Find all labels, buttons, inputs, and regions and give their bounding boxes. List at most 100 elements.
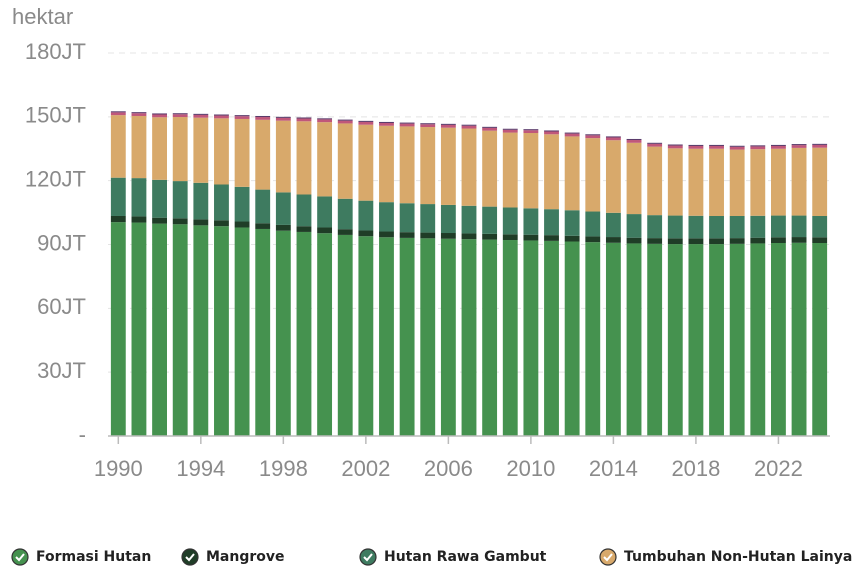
bar-segment xyxy=(585,138,601,212)
bar-segment xyxy=(502,207,518,235)
bar-segment xyxy=(667,244,683,436)
bar-segment xyxy=(379,237,394,436)
bar-segment xyxy=(234,116,250,119)
bar-segment xyxy=(564,235,580,242)
bar-segment xyxy=(193,114,209,118)
legend-swatch xyxy=(11,548,29,566)
bar-segment xyxy=(812,243,828,436)
legend-label: Tumbuhan Non-Hutan Lainya xyxy=(624,549,852,565)
bar-segment xyxy=(440,238,456,436)
bar-segment xyxy=(255,228,271,436)
bar-segment xyxy=(152,113,167,115)
bar-segment xyxy=(688,148,704,216)
bar-segment xyxy=(255,189,271,224)
bar-segment xyxy=(440,123,456,125)
bar-segment xyxy=(667,145,683,149)
bar-segment xyxy=(482,206,498,234)
bar-segment xyxy=(502,234,518,241)
bar-segment xyxy=(214,220,229,227)
bar-segment xyxy=(461,239,477,436)
bar-segment xyxy=(771,215,786,238)
bar-segment xyxy=(647,142,663,144)
bar-segment xyxy=(729,215,745,239)
bar-segment xyxy=(564,133,580,137)
bar-segment xyxy=(255,117,271,120)
bar-segment xyxy=(172,117,188,182)
bar-segment xyxy=(358,121,374,125)
bar-segment xyxy=(358,120,374,122)
legend-item: Mangrove xyxy=(181,548,285,566)
bar-segment xyxy=(647,243,663,436)
bar-segment xyxy=(296,121,312,195)
bar-segment xyxy=(337,234,353,436)
bar-segment xyxy=(337,119,353,121)
bar-segment xyxy=(172,113,188,115)
bar-segment xyxy=(523,234,539,241)
x-tick-label: 1994 xyxy=(176,456,225,481)
x-tick-label: 2010 xyxy=(506,456,555,481)
bar-segment xyxy=(337,123,353,199)
bar-segment xyxy=(358,230,374,237)
bar-segment xyxy=(399,123,415,127)
bar-segment xyxy=(791,215,807,238)
bar-segment xyxy=(791,242,807,436)
legend-check xyxy=(603,553,613,562)
y-axis-title: hektar xyxy=(12,4,73,29)
bar-segment xyxy=(110,222,126,436)
bar-segment xyxy=(626,237,642,244)
y-tick-label: - xyxy=(79,422,86,447)
legend-check xyxy=(15,553,25,562)
legend-swatch xyxy=(359,548,377,566)
bar-segment xyxy=(709,244,724,436)
bar-segment xyxy=(626,243,642,436)
bar-segment xyxy=(564,210,580,236)
bar-segment xyxy=(440,127,456,205)
bar-segment xyxy=(461,124,477,126)
x-tick-label: 2022 xyxy=(754,456,803,481)
bar-segment xyxy=(647,143,663,147)
legend-label: Formasi Hutan xyxy=(36,549,151,565)
legend-item: Formasi Hutan xyxy=(11,548,151,566)
bar-segment xyxy=(172,224,188,436)
bar-segment xyxy=(544,240,559,436)
bar-segment xyxy=(585,135,601,139)
x-tick-label: 2002 xyxy=(341,456,390,481)
bar-segment xyxy=(750,146,766,150)
bar-segment xyxy=(771,144,786,146)
bar-segment xyxy=(420,204,436,233)
bar-segment xyxy=(585,211,601,237)
bar-segment xyxy=(461,205,477,234)
bar-segment xyxy=(750,243,766,436)
bar-segment xyxy=(275,117,291,121)
bar-segment xyxy=(502,129,518,133)
x-tick-label: 2014 xyxy=(589,456,638,481)
bar-segment xyxy=(193,117,209,183)
bar-segment xyxy=(812,237,828,244)
bar-segment xyxy=(440,124,456,128)
legend-label: Hutan Rawa Gambut xyxy=(384,549,547,565)
bar-segment xyxy=(771,148,786,216)
bar-segment xyxy=(482,233,498,240)
bar-segment xyxy=(482,127,498,131)
bar-segment xyxy=(482,239,498,436)
bar-segment xyxy=(110,177,126,216)
bar-segment xyxy=(523,129,539,131)
bar-segment xyxy=(750,215,766,238)
bar-segment xyxy=(729,146,745,150)
x-tick-label: 2018 xyxy=(671,456,720,481)
bar-segment xyxy=(214,114,229,116)
bar-segment xyxy=(399,203,415,233)
bar-segment xyxy=(317,119,333,123)
bar-segment xyxy=(317,118,333,120)
bar-segment xyxy=(729,145,745,147)
bar-segment xyxy=(502,128,518,130)
bar-segment xyxy=(605,237,621,243)
bar-segment xyxy=(750,149,766,216)
bar-segment xyxy=(337,198,353,230)
bar-segment xyxy=(317,233,333,436)
bar-segment xyxy=(688,145,704,149)
bar-segment xyxy=(379,125,394,203)
bar-segment xyxy=(110,112,126,116)
bar-segment xyxy=(358,124,374,201)
bar-segment xyxy=(523,130,539,134)
